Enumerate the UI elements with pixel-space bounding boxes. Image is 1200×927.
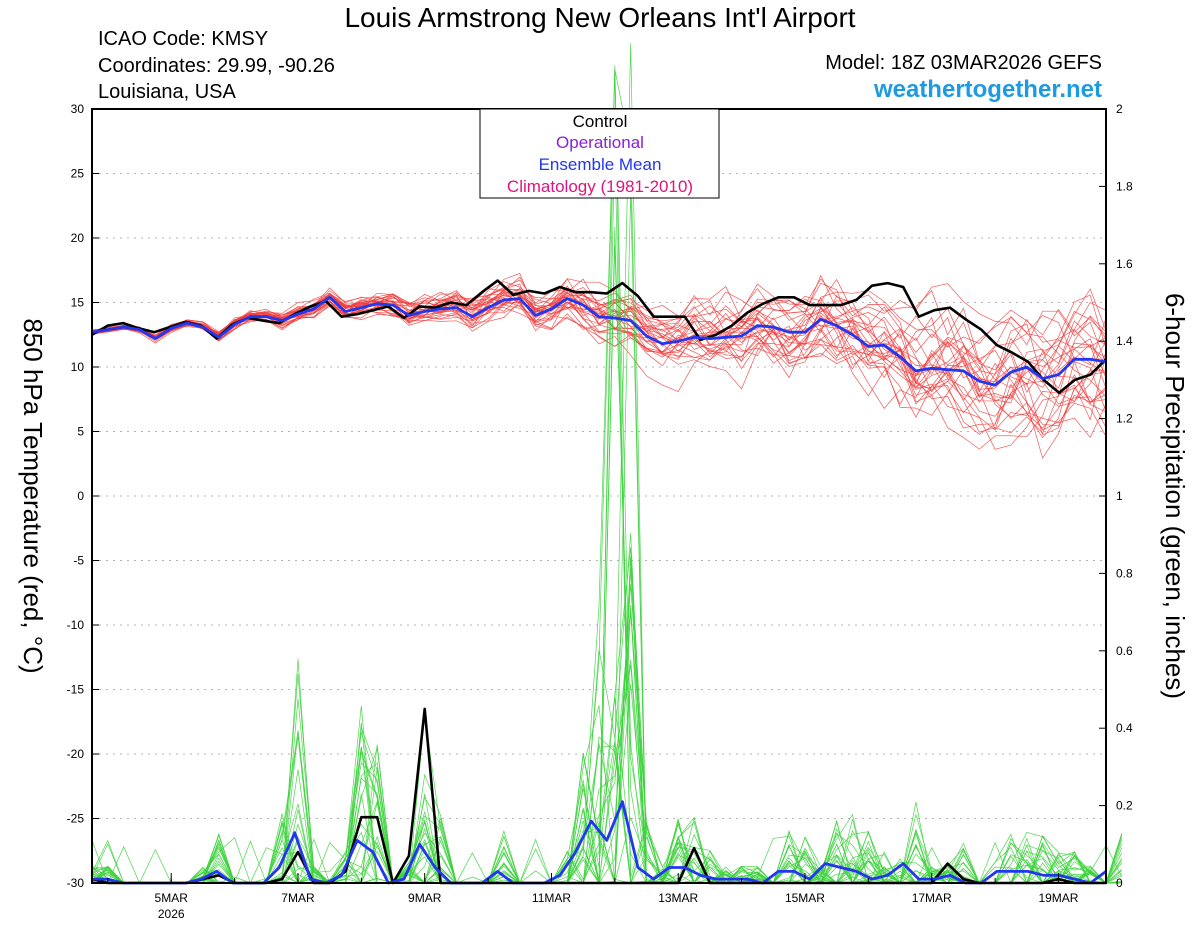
temperature-member-line: [91, 288, 1107, 393]
x-tick-label: 7MAR: [281, 891, 315, 905]
site-watermark: weathertogether.net: [873, 76, 1102, 103]
left-tick-label: -30: [67, 876, 85, 890]
left-tick-label: 0: [77, 489, 84, 503]
left-tick-label: 25: [71, 167, 85, 181]
x-tick-year: 2026: [158, 907, 185, 921]
legend-ensemble-mean: Ensemble Mean: [539, 155, 662, 174]
x-tick-label: 9MAR: [408, 891, 442, 905]
x-tick-label: 5MAR: [155, 891, 189, 905]
x-tick-label: 17MAR: [912, 891, 952, 905]
legend: Control Operational Ensemble Mean Climat…: [479, 108, 720, 199]
precip-member-line: [91, 557, 1123, 884]
x-tick-label: 13MAR: [658, 891, 698, 905]
left-tick-label: -15: [67, 683, 85, 697]
temperature-member-line: [91, 285, 1107, 383]
legend-box: [479, 108, 720, 199]
location: Louisiana, USA: [98, 81, 236, 103]
chart-title: Louis Armstrong New Orleans Int'l Airpor…: [344, 2, 856, 33]
ensemble-mean-temperature-line: [91, 295, 1107, 387]
temperature-member-line: [91, 295, 1107, 409]
right-axis: 2 1.8 1.6 1.4 1.2 1 0.8 0.6 0.4 0.2 0: [1099, 102, 1133, 890]
right-tick-label: 1.6: [1116, 257, 1133, 271]
right-tick-label: 2: [1116, 102, 1123, 116]
precip-member-line: [91, 836, 1123, 884]
x-tick-label: 19MAR: [1038, 891, 1078, 905]
temperature-member-line: [91, 282, 1107, 439]
left-tick-label: 30: [71, 102, 85, 116]
temperature-member-line: [91, 298, 1107, 388]
right-tick-label: 1.4: [1116, 334, 1133, 348]
right-tick-label: 0.2: [1116, 799, 1133, 813]
left-tick-label: 5: [77, 425, 84, 439]
icao-code: ICAO Code: KMSY: [98, 28, 269, 50]
legend-operational: Operational: [556, 133, 644, 152]
right-tick-label: 1: [1116, 489, 1123, 503]
left-tick-label: 20: [71, 231, 85, 245]
right-axis-title: 6-hour Precipitation (green, inches): [1160, 293, 1190, 699]
right-tick-label: 1.2: [1116, 412, 1133, 426]
left-tick-label: -25: [67, 812, 85, 826]
x-tick-label: 15MAR: [785, 891, 825, 905]
right-tick-label: 0: [1116, 876, 1123, 890]
precip-member-line: [91, 568, 1122, 884]
precip-member-line: [91, 664, 1122, 885]
left-tick-label: -10: [67, 618, 85, 632]
x-axis: 5MAR 2026 7MAR 9MAR 11MAR 13MAR 15MAR 17MAR 19MA…: [107, 873, 1079, 921]
temperature-members: [91, 273, 1107, 459]
temperature-member-line: [91, 287, 1107, 412]
grid-lines: [92, 173, 1106, 819]
precip-member-line: [91, 555, 1123, 884]
coordinates: Coordinates: 29.99, -90.26: [98, 55, 335, 77]
left-tick-label: 15: [71, 296, 85, 310]
legend-control: Control: [573, 112, 628, 131]
right-tick-label: 1.8: [1116, 179, 1133, 193]
control-temperature-line: [91, 279, 1107, 395]
right-tick-label: 0.6: [1116, 644, 1133, 658]
precip-member-line: [91, 611, 1123, 885]
precip-member-line: [91, 547, 1122, 885]
precip-member-line: [91, 659, 1123, 884]
model-run: Model: 18Z 03MAR2026 GEFS: [825, 52, 1102, 74]
right-tick-label: 0.8: [1116, 566, 1133, 580]
left-axis-title: 850 hPa Temperature (red, °C): [18, 318, 48, 673]
left-axis: 30 25 20 15 10 5 0 -5 -10 -15 -20 -25 -30: [67, 102, 99, 890]
temperature-member-line: [91, 278, 1107, 404]
left-tick-label: -5: [73, 554, 84, 568]
left-tick-label: -20: [67, 747, 85, 761]
precip-member-line: [92, 533, 1123, 884]
x-tick-label: 11MAR: [532, 891, 571, 905]
legend-climatology: Climatology (1981-2010): [507, 177, 693, 196]
right-tick-label: 0.4: [1116, 721, 1133, 735]
main-series: [91, 279, 1107, 885]
left-tick-label: 10: [71, 360, 85, 374]
